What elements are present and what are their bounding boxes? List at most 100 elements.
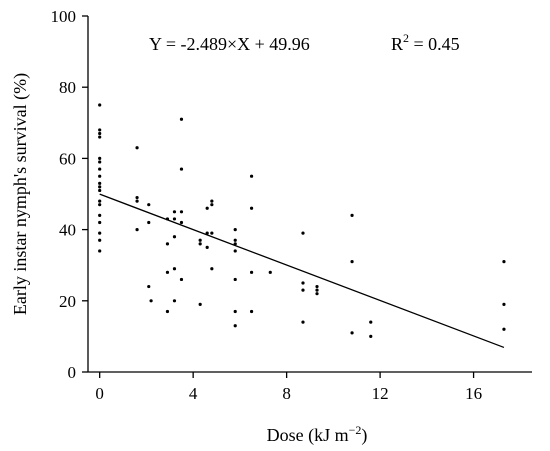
data-point [210,267,213,270]
y-tick-label: 0 [68,363,77,382]
x-tick-label: 16 [465,384,482,403]
data-point [206,207,209,210]
data-point [250,175,253,178]
data-point [98,249,101,252]
x-axis-title: Dose (kJ m−2) [267,423,368,446]
x-axis-title-main: Dose (kJ m [267,425,349,446]
data-point [173,235,176,238]
data-point [180,210,183,213]
data-point [369,335,372,338]
data-point [350,214,353,217]
data-point [234,324,237,327]
axes [88,16,532,372]
r-squared-label: R2 = 0.45 [391,31,460,54]
data-point [98,167,101,170]
data-point [234,249,237,252]
data-point [199,239,202,242]
data-point [199,242,202,245]
data-point [135,196,138,199]
y-ticks: 0 20 40 60 80 100 [51,7,89,382]
data-point [98,214,101,217]
y-axis-title: Early instar nymph's survival (%) [10,73,31,315]
data-point [98,175,101,178]
data-point [250,207,253,210]
data-point [98,160,101,163]
r-squared-value: = 0.45 [409,34,460,54]
x-tick-label: 4 [189,384,198,403]
data-point [210,232,213,235]
data-point [135,200,138,203]
data-point [173,267,176,270]
data-point [350,331,353,334]
x-axis-title-close: ) [361,425,367,446]
data-point [301,232,304,235]
data-point [180,221,183,224]
regression-line [100,194,504,347]
data-point [98,232,101,235]
x-axis-title-superscript: −2 [349,423,362,437]
data-point [502,303,505,306]
data-point [301,281,304,284]
data-point [98,200,101,203]
data-point [250,271,253,274]
data-point [234,278,237,281]
data-point [98,128,101,131]
data-point [210,200,213,203]
data-point [135,146,138,149]
data-point [369,321,372,324]
data-point [98,185,101,188]
x-ticks: 0 4 8 12 16 [95,372,482,403]
data-point [180,167,183,170]
data-point [149,299,152,302]
data-point [166,242,169,245]
data-point [173,217,176,220]
data-point [180,118,183,121]
r-squared-r: R [391,34,403,54]
data-point [315,289,318,292]
data-point [98,103,101,106]
data-point [98,132,101,135]
data-point [315,292,318,295]
data-point [301,321,304,324]
x-tick-label: 0 [95,384,104,403]
data-point [173,210,176,213]
data-point [180,278,183,281]
data-point [166,271,169,274]
data-point [166,310,169,313]
data-point [199,303,202,306]
data-point [147,203,150,206]
data-point [147,285,150,288]
data-point [269,271,272,274]
data-point [234,310,237,313]
data-point [206,246,209,249]
data-point [502,328,505,331]
y-tick-label: 100 [51,7,77,26]
data-point [234,239,237,242]
data-point [98,135,101,138]
y-tick-label: 40 [59,221,76,240]
data-point [350,260,353,263]
regression-equation: Y = -2.489×X + 49.96 [149,34,310,54]
y-tick-label: 80 [59,78,76,97]
x-tick-label: 12 [372,384,389,403]
data-point [315,285,318,288]
data-point [147,221,150,224]
data-point [250,310,253,313]
data-point [98,203,101,206]
data-point [502,260,505,263]
data-point [98,221,101,224]
data-point [135,228,138,231]
data-point [98,239,101,242]
data-point [234,228,237,231]
data-point [210,203,213,206]
data-point [98,182,101,185]
data-point [98,189,101,192]
data-point [173,299,176,302]
data-points [98,103,505,338]
data-point [98,157,101,160]
x-tick-label: 8 [282,384,291,403]
data-point [301,289,304,292]
y-tick-label: 20 [59,292,76,311]
y-tick-label: 60 [59,149,76,168]
